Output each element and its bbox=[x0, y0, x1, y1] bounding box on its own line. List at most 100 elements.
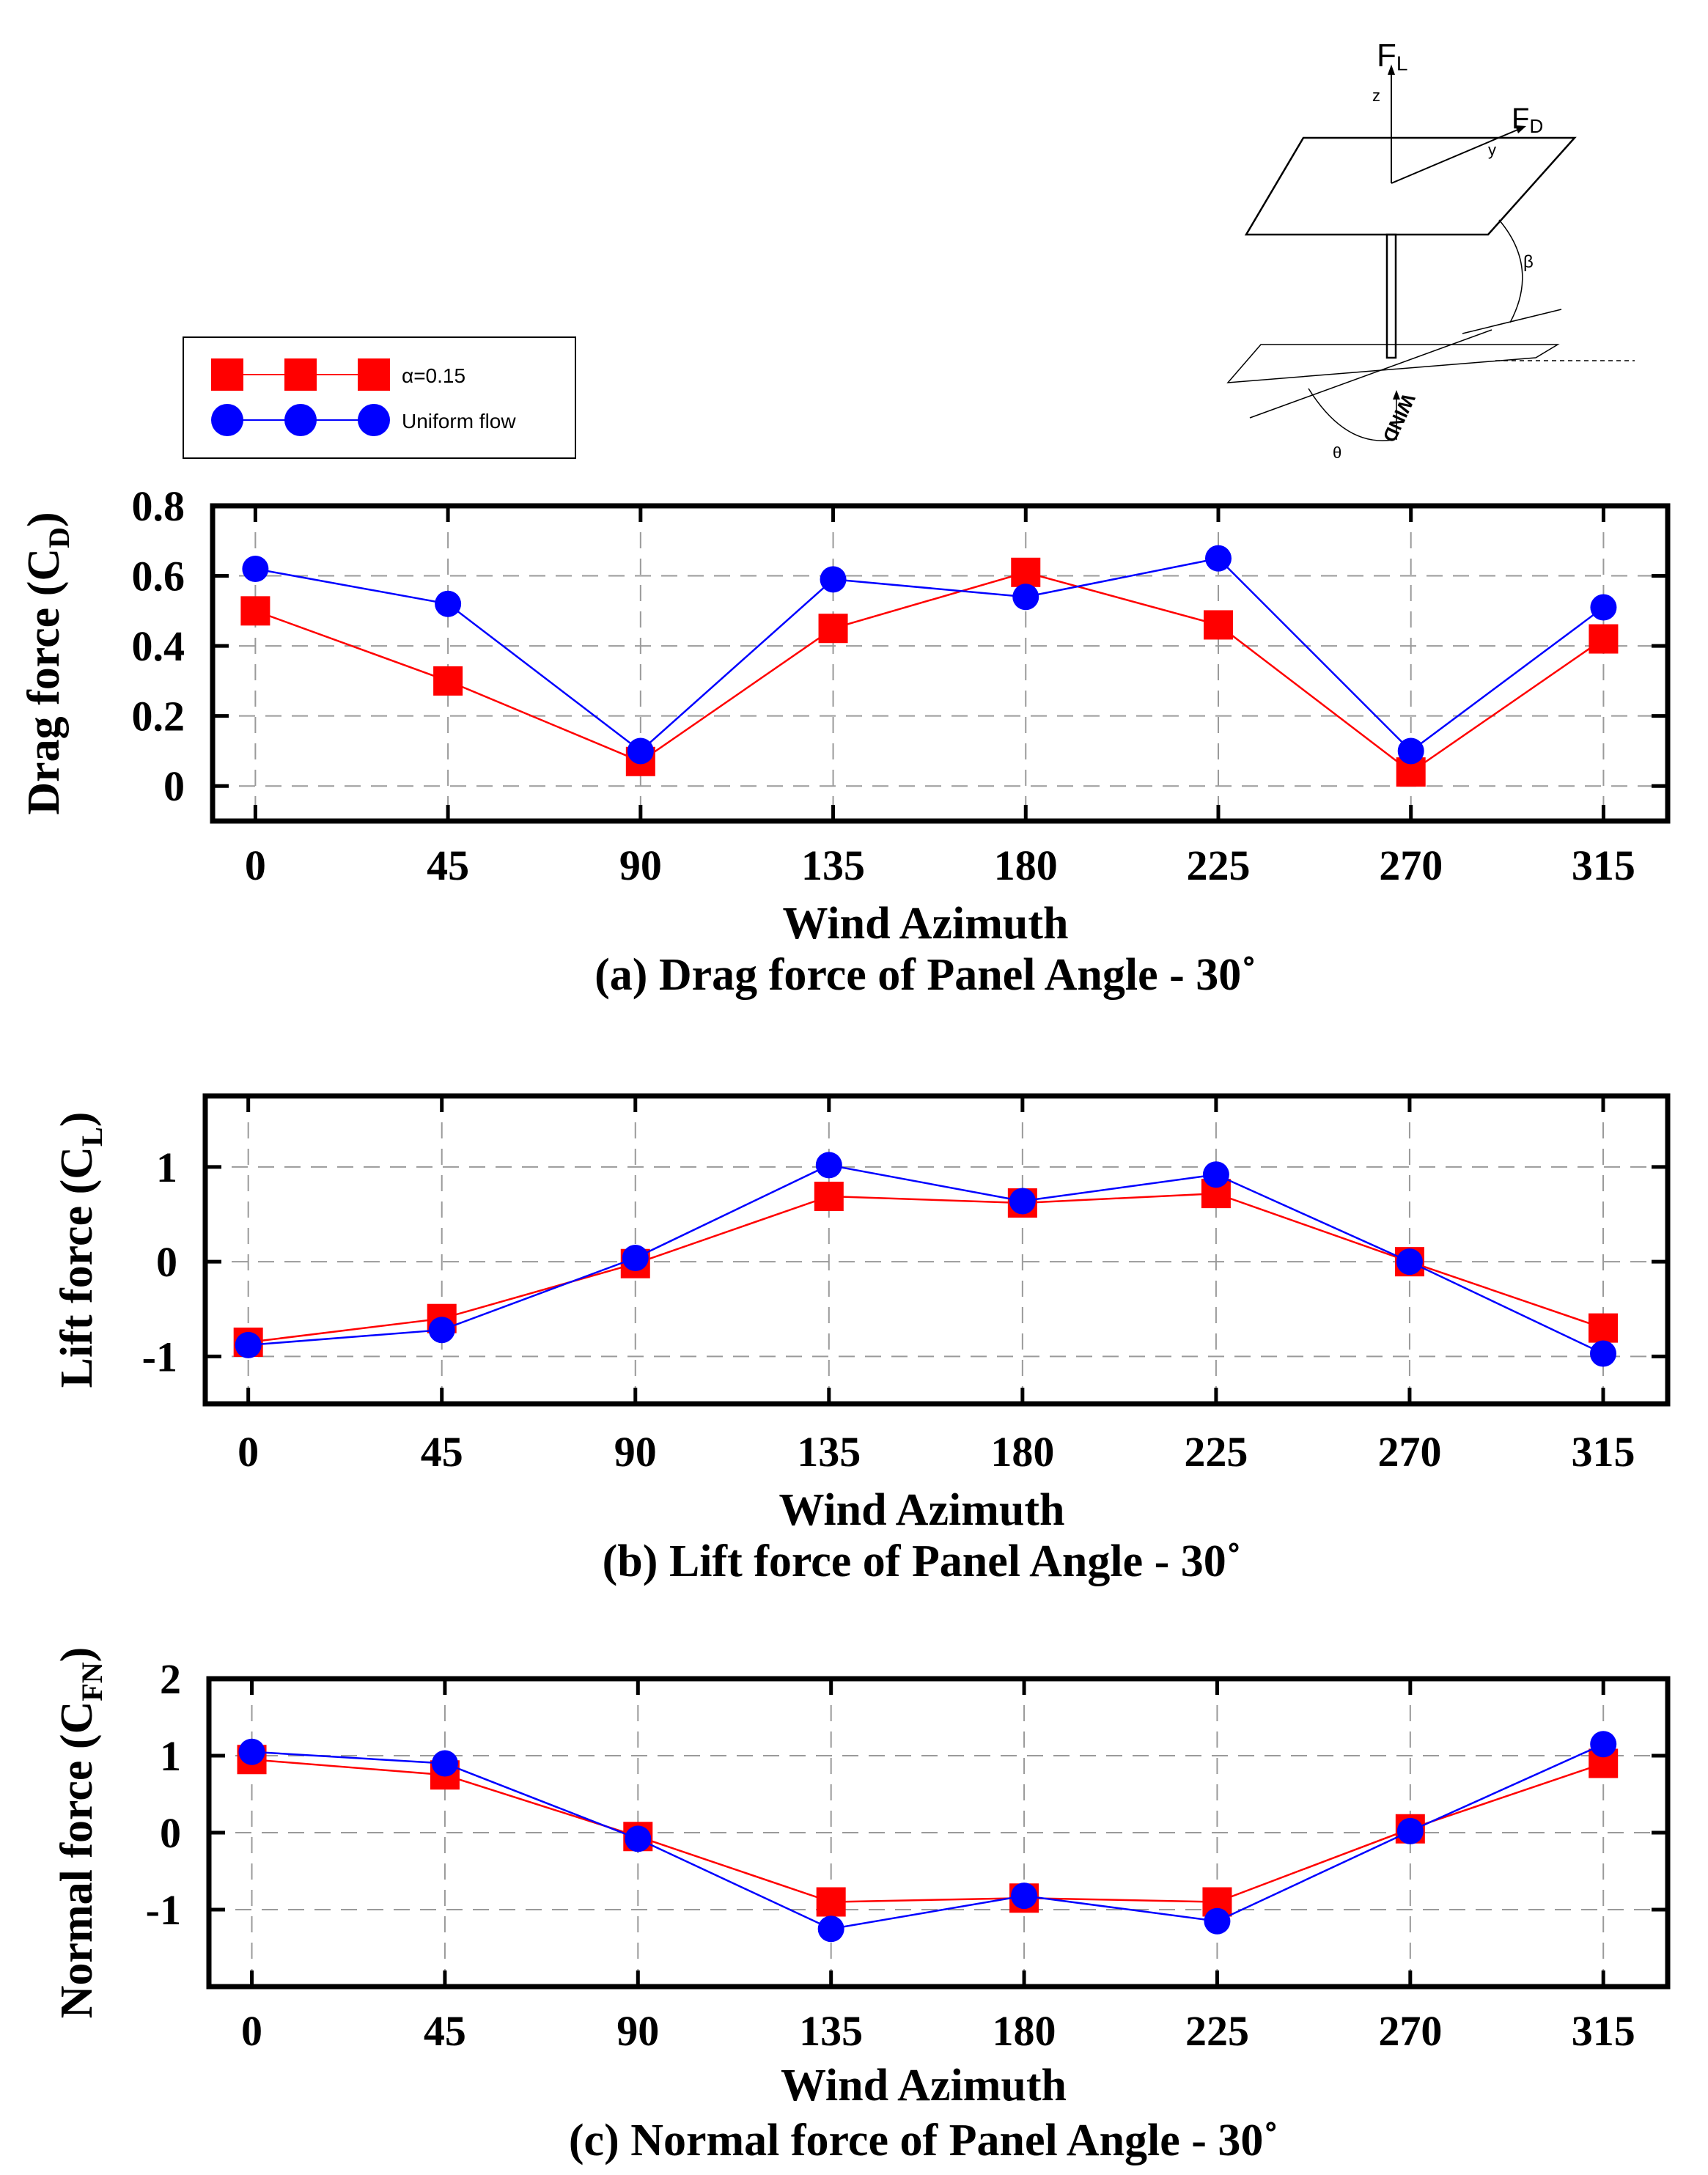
data-point-circle bbox=[817, 1915, 844, 1943]
x-tick-label: 45 bbox=[421, 1428, 463, 1476]
series-uniform-flow bbox=[235, 1152, 1616, 1367]
x-tick-label: 180 bbox=[994, 842, 1058, 889]
data-point-circle bbox=[622, 1244, 649, 1271]
diagram-beta-arc bbox=[1498, 219, 1523, 323]
data-point-square bbox=[816, 1887, 846, 1917]
diagram-wind-arrowhead bbox=[1393, 390, 1400, 400]
data-point-circle bbox=[1396, 1248, 1423, 1276]
data-point-square bbox=[1589, 624, 1619, 654]
x-tick-label: 225 bbox=[1186, 842, 1250, 889]
x-tick-label: 90 bbox=[616, 2007, 659, 2055]
diagram-upper-panel bbox=[1244, 136, 1577, 236]
x-tick-label: 45 bbox=[424, 2007, 466, 2055]
data-point-square bbox=[1203, 610, 1233, 640]
y-tick-label: 0.8 bbox=[132, 482, 185, 530]
series-line bbox=[248, 1192, 1604, 1344]
tick-marks bbox=[213, 504, 1668, 821]
diagram-reference-line-2 bbox=[1462, 309, 1562, 334]
lift-force-chart: 0 45 90 135 180 225 270 315 -1 0 1 Wind Azimuth(b) … bbox=[52, 1093, 1671, 1586]
data-point-circle bbox=[820, 566, 847, 593]
drag-force-chart: 0 45 90 135 180 225 270 315 0 0.2 0.4 0.6 0.8 Wind Az… bbox=[19, 482, 1671, 1000]
y-tick-label: 2 bbox=[160, 1655, 181, 1703]
force-diagram: FL FD z y β θ WIND bbox=[1226, 37, 1635, 462]
x-tick-label: 315 bbox=[1572, 842, 1635, 889]
series-line bbox=[254, 571, 1605, 773]
legend-item-uniform: Uniform flow bbox=[211, 404, 516, 436]
data-point-circle bbox=[1589, 1340, 1616, 1367]
legend-item-alpha: α=0.15 bbox=[211, 358, 465, 391]
y-axis-label: Normal force (CFN) bbox=[52, 1647, 108, 2019]
x-tick-label: 0 bbox=[238, 1428, 259, 1476]
data-point-circle bbox=[625, 1825, 652, 1852]
data-point-circle bbox=[1009, 1188, 1036, 1215]
legend: α=0.15 Uniform flow bbox=[183, 336, 576, 459]
y-tick-label: 0 bbox=[160, 1809, 181, 1857]
x-tick-label: 270 bbox=[1377, 1428, 1441, 1476]
diagram-theta-label: θ bbox=[1333, 444, 1341, 462]
x-tick-label: 315 bbox=[1572, 2007, 1635, 2055]
data-point-circle bbox=[1204, 1907, 1231, 1935]
series-line bbox=[248, 1164, 1604, 1355]
x-tick-label: 0 bbox=[241, 2007, 262, 2055]
y-tick-label: 1 bbox=[160, 1732, 181, 1780]
legend-label-uniform: Uniform flow bbox=[402, 410, 516, 433]
x-tick-label: 45 bbox=[427, 842, 469, 889]
data-point-circle bbox=[1590, 1731, 1617, 1758]
x-axis-label: Wind Azimuth bbox=[781, 2061, 1067, 2110]
normal-force-chart: 0 45 90 135 180 225 270 315 -1 0 1 2 Wind Azimuth (c)… bbox=[52, 1647, 1671, 2165]
y-tick-label: 0.6 bbox=[132, 553, 185, 600]
plot-frame bbox=[202, 1093, 1671, 1407]
series-uniform-flow bbox=[238, 1731, 1617, 1943]
legend-box bbox=[183, 336, 576, 459]
gridlines bbox=[205, 1096, 1668, 1404]
plot-frame bbox=[210, 503, 1671, 824]
diagram-ground-plane bbox=[1226, 344, 1560, 383]
data-point-circle bbox=[238, 1738, 265, 1765]
data-point-circle bbox=[1396, 1817, 1424, 1844]
data-point-circle bbox=[235, 1331, 262, 1358]
tick-marks bbox=[209, 1677, 1668, 1987]
x-tick-label: 225 bbox=[1184, 1428, 1248, 1476]
data-point-circle bbox=[1397, 737, 1424, 765]
gridlines bbox=[209, 1678, 1668, 1987]
legend-circle-marker bbox=[211, 404, 243, 436]
x-tick-label: 135 bbox=[797, 1428, 861, 1476]
data-point-square bbox=[1588, 1313, 1618, 1343]
x-tick-label: 0 bbox=[245, 842, 266, 889]
y-axis-label: Drag force (CD) bbox=[19, 512, 76, 814]
gridlines bbox=[213, 505, 1668, 821]
x-tick-label: 270 bbox=[1378, 2007, 1442, 2055]
data-point-circle bbox=[431, 1750, 458, 1777]
data-point-circle bbox=[1012, 584, 1039, 611]
chart-title: (a) Drag force of Panel Angle - 30˚ bbox=[595, 950, 1256, 1000]
series-uniform-flow bbox=[242, 545, 1617, 765]
data-point-circle bbox=[242, 556, 269, 582]
legend-circle-marker bbox=[284, 404, 317, 436]
diagram-post bbox=[1385, 233, 1397, 359]
data-point-square bbox=[433, 666, 463, 696]
x-tick-label: 135 bbox=[799, 2007, 863, 2055]
diagram-z-label: z bbox=[1372, 87, 1380, 105]
y-tick-label: -1 bbox=[142, 1333, 177, 1380]
x-tick-label: 90 bbox=[614, 1428, 657, 1476]
x-tick-label: 180 bbox=[990, 1428, 1054, 1476]
diagram-y-axis bbox=[1391, 128, 1522, 184]
legend-circle-marker bbox=[358, 404, 390, 436]
y-tick-label: 0 bbox=[163, 762, 185, 810]
data-point-circle bbox=[1202, 1161, 1229, 1188]
data-point-square bbox=[1011, 557, 1041, 587]
x-tick-label: 135 bbox=[801, 842, 865, 889]
diagram-drag-label: FD bbox=[1512, 103, 1543, 137]
x-tick-label: 270 bbox=[1379, 842, 1443, 889]
data-point-circle bbox=[1011, 1883, 1038, 1910]
y-tick-label: 0.4 bbox=[132, 622, 185, 670]
data-point-circle bbox=[815, 1152, 842, 1179]
x-tick-label: 225 bbox=[1185, 2007, 1249, 2055]
diagram-y-label: y bbox=[1488, 141, 1496, 159]
x-tick-label: 180 bbox=[993, 2007, 1056, 2055]
diagram-reference-line bbox=[1249, 329, 1492, 419]
data-point-circle bbox=[627, 737, 654, 765]
x-tick-label: 315 bbox=[1571, 1428, 1635, 1476]
chart-title: (c) Normal force of Panel Angle - 30˚ bbox=[569, 2116, 1278, 2165]
